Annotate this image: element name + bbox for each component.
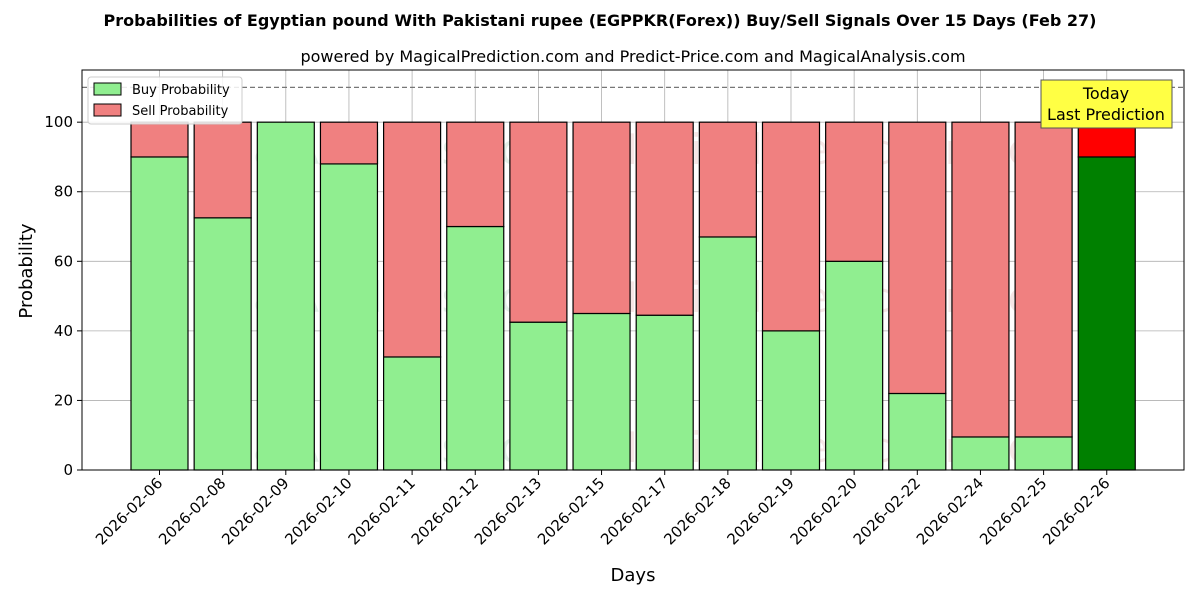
x-tick-label: 2026-02-17 [597,474,671,548]
sell-bar [698,121,757,238]
buy-bar [1014,436,1073,471]
y-tick-label: 80 [54,183,73,201]
x-tick-label: 2026-02-25 [976,474,1050,548]
buy-bar [1077,156,1136,471]
x-tick-label: 2026-02-19 [723,474,797,548]
x-tick-label: 2026-02-11 [345,474,419,548]
sell-bar [130,121,189,158]
x-tick-label: 2026-02-15 [534,474,608,548]
today-annotation-line2: Last Prediction [1047,105,1165,124]
buy-bar [698,236,757,471]
buy-bar [888,392,947,471]
chart-subtitle: powered by MagicalPrediction.com and Pre… [300,47,965,66]
buy-bar [130,156,189,471]
buy-bar [635,314,694,471]
buy-bar [256,121,315,471]
buy-bar [383,356,442,471]
sell-bar [383,121,442,358]
y-tick-label: 40 [54,322,73,340]
today-annotation-box [1040,79,1173,129]
x-tick-label: 2026-02-06 [92,474,166,548]
sell-bar [761,121,821,332]
sell-bar [193,121,252,219]
legend-swatch-buy [93,82,122,96]
sell-bar [509,121,568,323]
plot-frame [81,69,1185,471]
sell-bar [1014,121,1073,438]
chart-title: Probabilities of Egyptian pound With Pak… [104,11,1097,30]
buy-bar [193,217,252,471]
buy-bar [572,312,631,471]
x-axis-label: Days [611,565,656,586]
buy-bar [825,260,884,471]
legend-label-sell: Sell Probability [132,104,229,119]
legend-box [87,76,243,125]
sell-bar [446,121,505,228]
legend: Buy Probability Sell Probability [87,76,243,125]
legend-label-buy: Buy Probability [132,83,230,98]
y-tick-label: 20 [54,391,73,409]
sell-bar [951,121,1010,438]
x-tick-label: 2026-02-08 [155,474,229,548]
x-tick-label: 2026-02-24 [913,474,987,548]
buy-bar [319,163,379,471]
y-tick-label: 100 [44,113,73,131]
buy-bar [761,330,821,471]
sell-bar [572,121,631,315]
x-tick-label: 2026-02-20 [787,474,861,548]
buy-bar [951,436,1010,471]
buy-bar [446,225,505,471]
x-tick-label: 2026-02-12 [408,474,482,548]
legend-swatch-sell [93,103,122,117]
sell-bar [319,121,379,165]
sell-bar [825,121,884,262]
y-tick-label: 0 [63,461,73,479]
x-tick-label: 2026-02-13 [471,474,545,548]
x-tick-label: 2026-02-18 [660,474,734,548]
x-tick-label: 2026-02-10 [281,474,355,548]
sell-bar [635,121,694,316]
buy-bar [509,321,568,471]
y-axis-label: Probability [16,223,37,318]
x-tick-label: 2026-02-26 [1039,474,1113,548]
plot-area: MagicalAnalysis.comMagicalPrediction.com… [44,69,1185,548]
y-tick-label: 60 [54,252,73,270]
sell-bar [888,121,947,395]
x-tick-label: 2026-02-22 [850,474,924,548]
x-tick-label: 2026-02-09 [218,474,292,548]
today-annotation-line1: Today [1082,84,1129,103]
